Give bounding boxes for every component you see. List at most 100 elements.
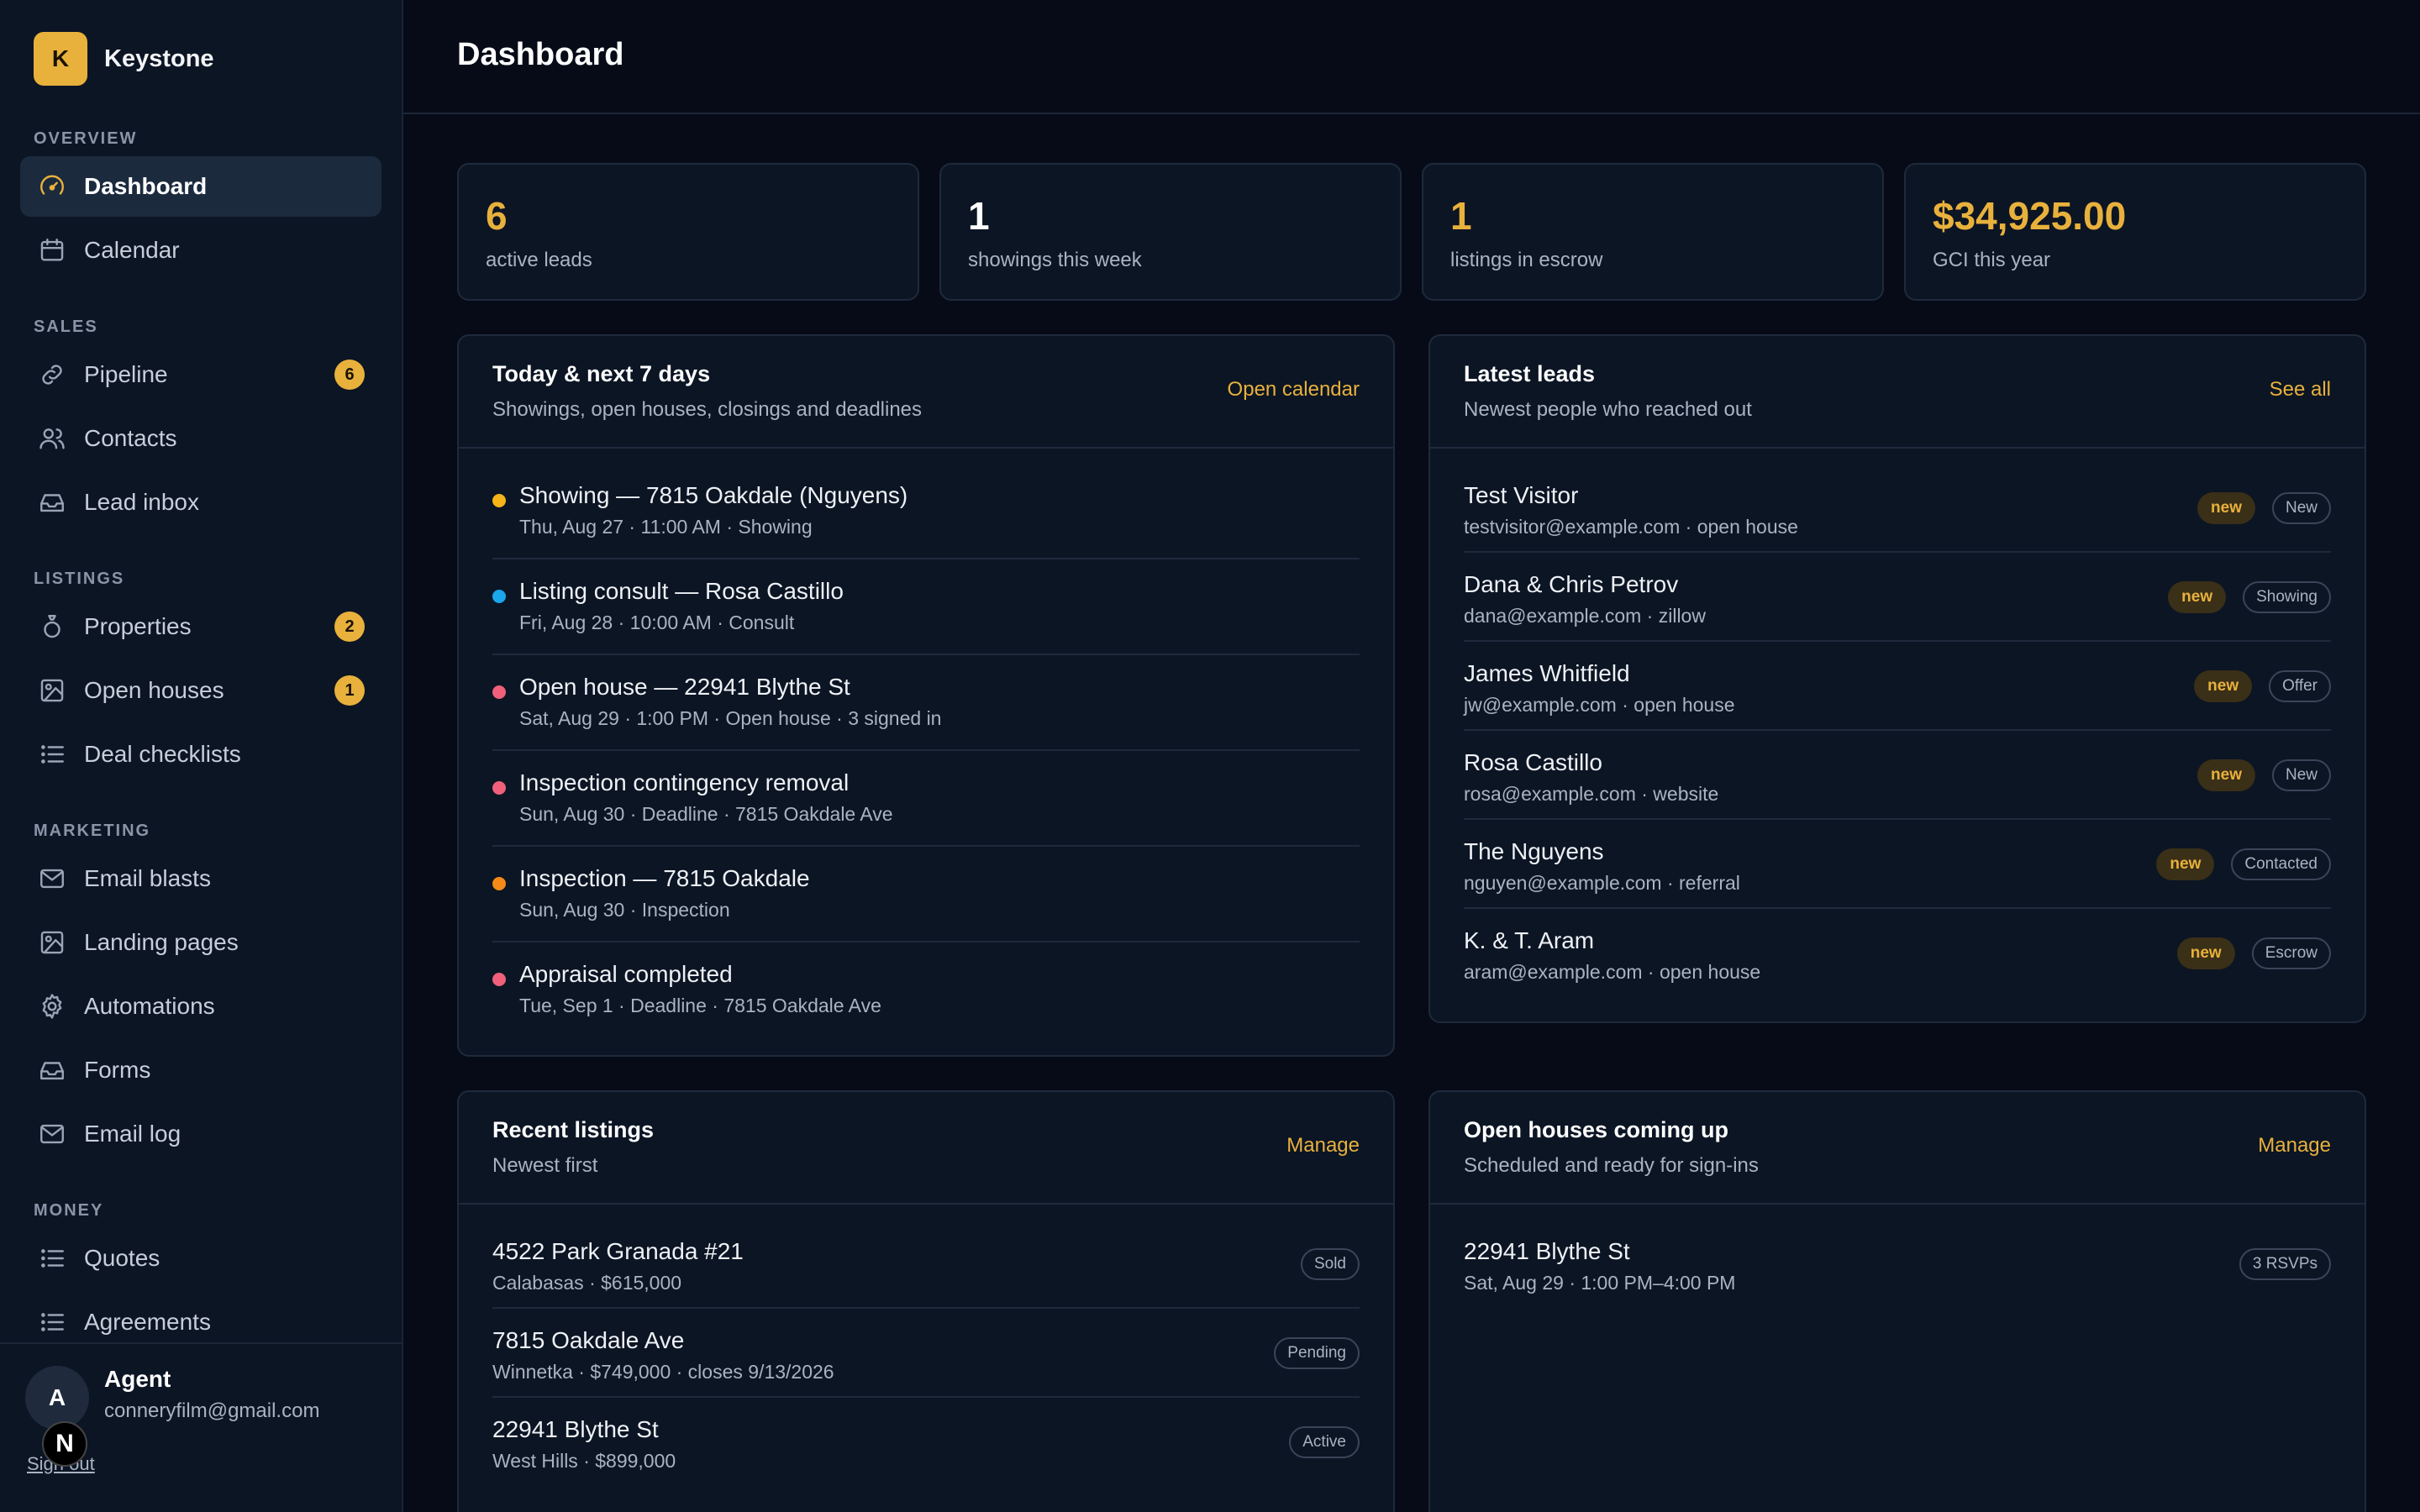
sidebar-item-forms[interactable]: Forms	[20, 1040, 381, 1100]
gear-icon	[37, 991, 67, 1021]
sidebar-item-calendar[interactable]: Calendar	[20, 220, 381, 281]
user-block: A Agent conneryfilm@gmail.com Sign out	[0, 1342, 402, 1512]
status-badge: Offer	[2269, 670, 2331, 702]
stat-label: GCI this year	[1933, 249, 2051, 271]
lead-meta: testvisitor@example.com · open house	[1464, 516, 1798, 538]
sidebar-item-label: Email blasts	[84, 865, 211, 891]
sidebar-item-dashboard[interactable]: Dashboard	[20, 156, 381, 217]
sidebar-item-agreements[interactable]: Agreements	[20, 1292, 381, 1352]
event-meta: Sat, Aug 29 · 1:00 PM · Open house · 3 s…	[519, 707, 942, 729]
listing-row[interactable]: 4522 Park Granada #21 Calabasas · $615,00…	[492, 1220, 1360, 1309]
sidebar-item-open-houses[interactable]: Open houses 1	[20, 660, 381, 721]
listing-meta: West Hills · $899,000	[492, 1450, 676, 1472]
lead-row[interactable]: The Nguyens nguyen@example.com · referral…	[1464, 820, 2331, 909]
lead-meta: aram@example.com · open house	[1464, 961, 1761, 983]
status-badge: New	[2271, 492, 2331, 524]
panel-subtitle: Showings, open houses, closings and dead…	[492, 398, 923, 421]
sidebar-item-quotes[interactable]: Quotes	[20, 1228, 381, 1289]
leads-panel: Latest leads Newest people who reached o…	[1428, 334, 2366, 1023]
open-houses-panel: Open houses coming up Scheduled and read…	[1428, 1090, 2366, 1512]
event-item[interactable]: Inspection — 7815 Oakdale Sun, Aug 30 · I…	[492, 847, 1360, 942]
event-item[interactable]: Appraisal completed Tue, Sep 1 · Deadline…	[492, 942, 1360, 1038]
listing-address: 7815 Oakdale Ave	[492, 1327, 685, 1353]
brand[interactable]: K Keystone	[34, 32, 214, 86]
gauge-icon	[37, 171, 67, 202]
sidebar-item-deal-checklists[interactable]: Deal checklists	[20, 724, 381, 785]
event-meta: Fri, Aug 28 · 10:00 AM · Consult	[519, 612, 795, 633]
panel-subtitle: Scheduled and ready for sign-ins	[1464, 1154, 1759, 1177]
sidebar-item-label: Dashboard	[84, 173, 208, 199]
event-color-dot	[492, 590, 506, 603]
open-house-address: 22941 Blythe St	[1464, 1238, 1630, 1264]
listing-meta: Calabasas · $615,000	[492, 1272, 682, 1294]
lead-row[interactable]: K. & T. Aram aram@example.com · open hous…	[1464, 909, 2331, 998]
event-item[interactable]: Open house — 22941 Blythe St Sat, Aug 29 …	[492, 655, 1360, 751]
lead-tags: new Escrow	[2176, 937, 2331, 969]
event-meta: Tue, Sep 1 · Deadline · 7815 Oakdale Ave	[519, 995, 881, 1016]
manage-open-houses-link[interactable]: Manage	[2258, 1134, 2331, 1157]
sidebar-item-label: Landing pages	[84, 929, 239, 955]
event-item[interactable]: Showing — 7815 Oakdale (Nguyens) Thu, Aug…	[492, 464, 1360, 559]
panel-title: Recent listings	[492, 1117, 655, 1142]
nav-section-sales: SALES	[34, 318, 98, 336]
list-icon	[37, 1243, 67, 1273]
open-house-tags: 3 RSVPs	[2238, 1248, 2331, 1280]
lead-name: Dana & Chris Petrov	[1464, 571, 1679, 597]
lead-tags: new Showing	[2168, 581, 2331, 613]
sidebar-item-pipeline[interactable]: Pipeline 6	[20, 344, 381, 405]
stat-label: showings this week	[968, 249, 1142, 271]
lead-name: Test Visitor	[1464, 482, 1579, 508]
sidebar-item-label: Forms	[84, 1057, 151, 1083]
listing-row[interactable]: 22941 Blythe St West Hills · $899,000 Acti…	[492, 1398, 1360, 1487]
listing-list: 4522 Park Granada #21 Calabasas · $615,00…	[492, 1220, 1360, 1487]
see-all-leads-link[interactable]: See all	[2269, 378, 2331, 401]
stat-card-escrow: 1 listings in escrow	[1422, 163, 1884, 301]
sidebar-item-label: Open houses	[84, 677, 224, 703]
sidebar-item-email-blasts[interactable]: Email blasts	[20, 848, 381, 909]
listings-panel: Recent listings Newest first Manage 4522…	[457, 1090, 1395, 1512]
panel-header: Recent listings Newest first Manage	[459, 1092, 1393, 1205]
sidebar-item-contacts[interactable]: Contacts	[20, 408, 381, 469]
event-item[interactable]: Inspection contingency removal Sun, Aug 3…	[492, 751, 1360, 847]
sidebar-item-label: Contacts	[84, 425, 177, 451]
upcoming-panel: Today & next 7 days Showings, open house…	[457, 334, 1395, 1057]
stat-value: 6	[486, 194, 508, 238]
lead-name: Rosa Castillo	[1464, 749, 1602, 775]
sidebar-item-lead-inbox[interactable]: Lead inbox	[20, 472, 381, 533]
nav-section-overview: OVERVIEW	[34, 129, 138, 148]
sidebar-item-landing-pages[interactable]: Landing pages	[20, 912, 381, 973]
event-item[interactable]: Listing consult — Rosa Castillo Fri, Aug …	[492, 559, 1360, 655]
stat-label: active leads	[486, 249, 592, 271]
lead-row[interactable]: James Whitfield jw@example.com · open hou…	[1464, 642, 2331, 731]
open-house-row[interactable]: 22941 Blythe St Sat, Aug 29 · 1:00 PM–4:0…	[1464, 1220, 2331, 1309]
listing-address: 22941 Blythe St	[492, 1416, 659, 1442]
lead-row[interactable]: Rosa Castillo rosa@example.com · website n…	[1464, 731, 2331, 820]
framework-badge[interactable]: N	[42, 1421, 87, 1467]
lead-row[interactable]: Test Visitor testvisitor@example.com · op…	[1464, 464, 2331, 553]
open-calendar-link[interactable]: Open calendar	[1227, 378, 1360, 401]
brand-logo: K	[34, 32, 87, 86]
stat-value: $34,925.00	[1933, 194, 2127, 238]
lead-meta: dana@example.com · zillow	[1464, 605, 1706, 627]
lead-name: K. & T. Aram	[1464, 927, 1595, 953]
status-badge: Pending	[1274, 1337, 1360, 1369]
inbox-icon	[37, 1055, 67, 1085]
user-email: conneryfilm@gmail.com	[104, 1399, 320, 1422]
sidebar-item-automations[interactable]: Automations	[20, 976, 381, 1037]
event-meta: Sun, Aug 30 · Deadline · 7815 Oakdale Av…	[519, 803, 893, 825]
sidebar-item-properties[interactable]: Properties 2	[20, 596, 381, 657]
count-badge: 2	[334, 612, 365, 642]
sidebar: K Keystone OVERVIEW Dashboard Calendar SALE…	[0, 0, 403, 1512]
sidebar-item-label: Quotes	[84, 1245, 160, 1271]
sidebar-item-email-log[interactable]: Email log	[20, 1104, 381, 1164]
new-badge: new	[2176, 937, 2235, 969]
manage-listings-link[interactable]: Manage	[1286, 1134, 1360, 1157]
event-title: Appraisal completed	[519, 961, 733, 987]
lead-row[interactable]: Dana & Chris Petrov dana@example.com · zi…	[1464, 553, 2331, 642]
sidebar-item-label: Deal checklists	[84, 741, 241, 767]
users-icon	[37, 423, 67, 454]
listing-address: 4522 Park Granada #21	[492, 1238, 744, 1264]
avatar[interactable]: A	[25, 1366, 89, 1430]
event-color-dot	[492, 494, 506, 507]
listing-row[interactable]: 7815 Oakdale Ave Winnetka · $749,000 · cl…	[492, 1309, 1360, 1398]
